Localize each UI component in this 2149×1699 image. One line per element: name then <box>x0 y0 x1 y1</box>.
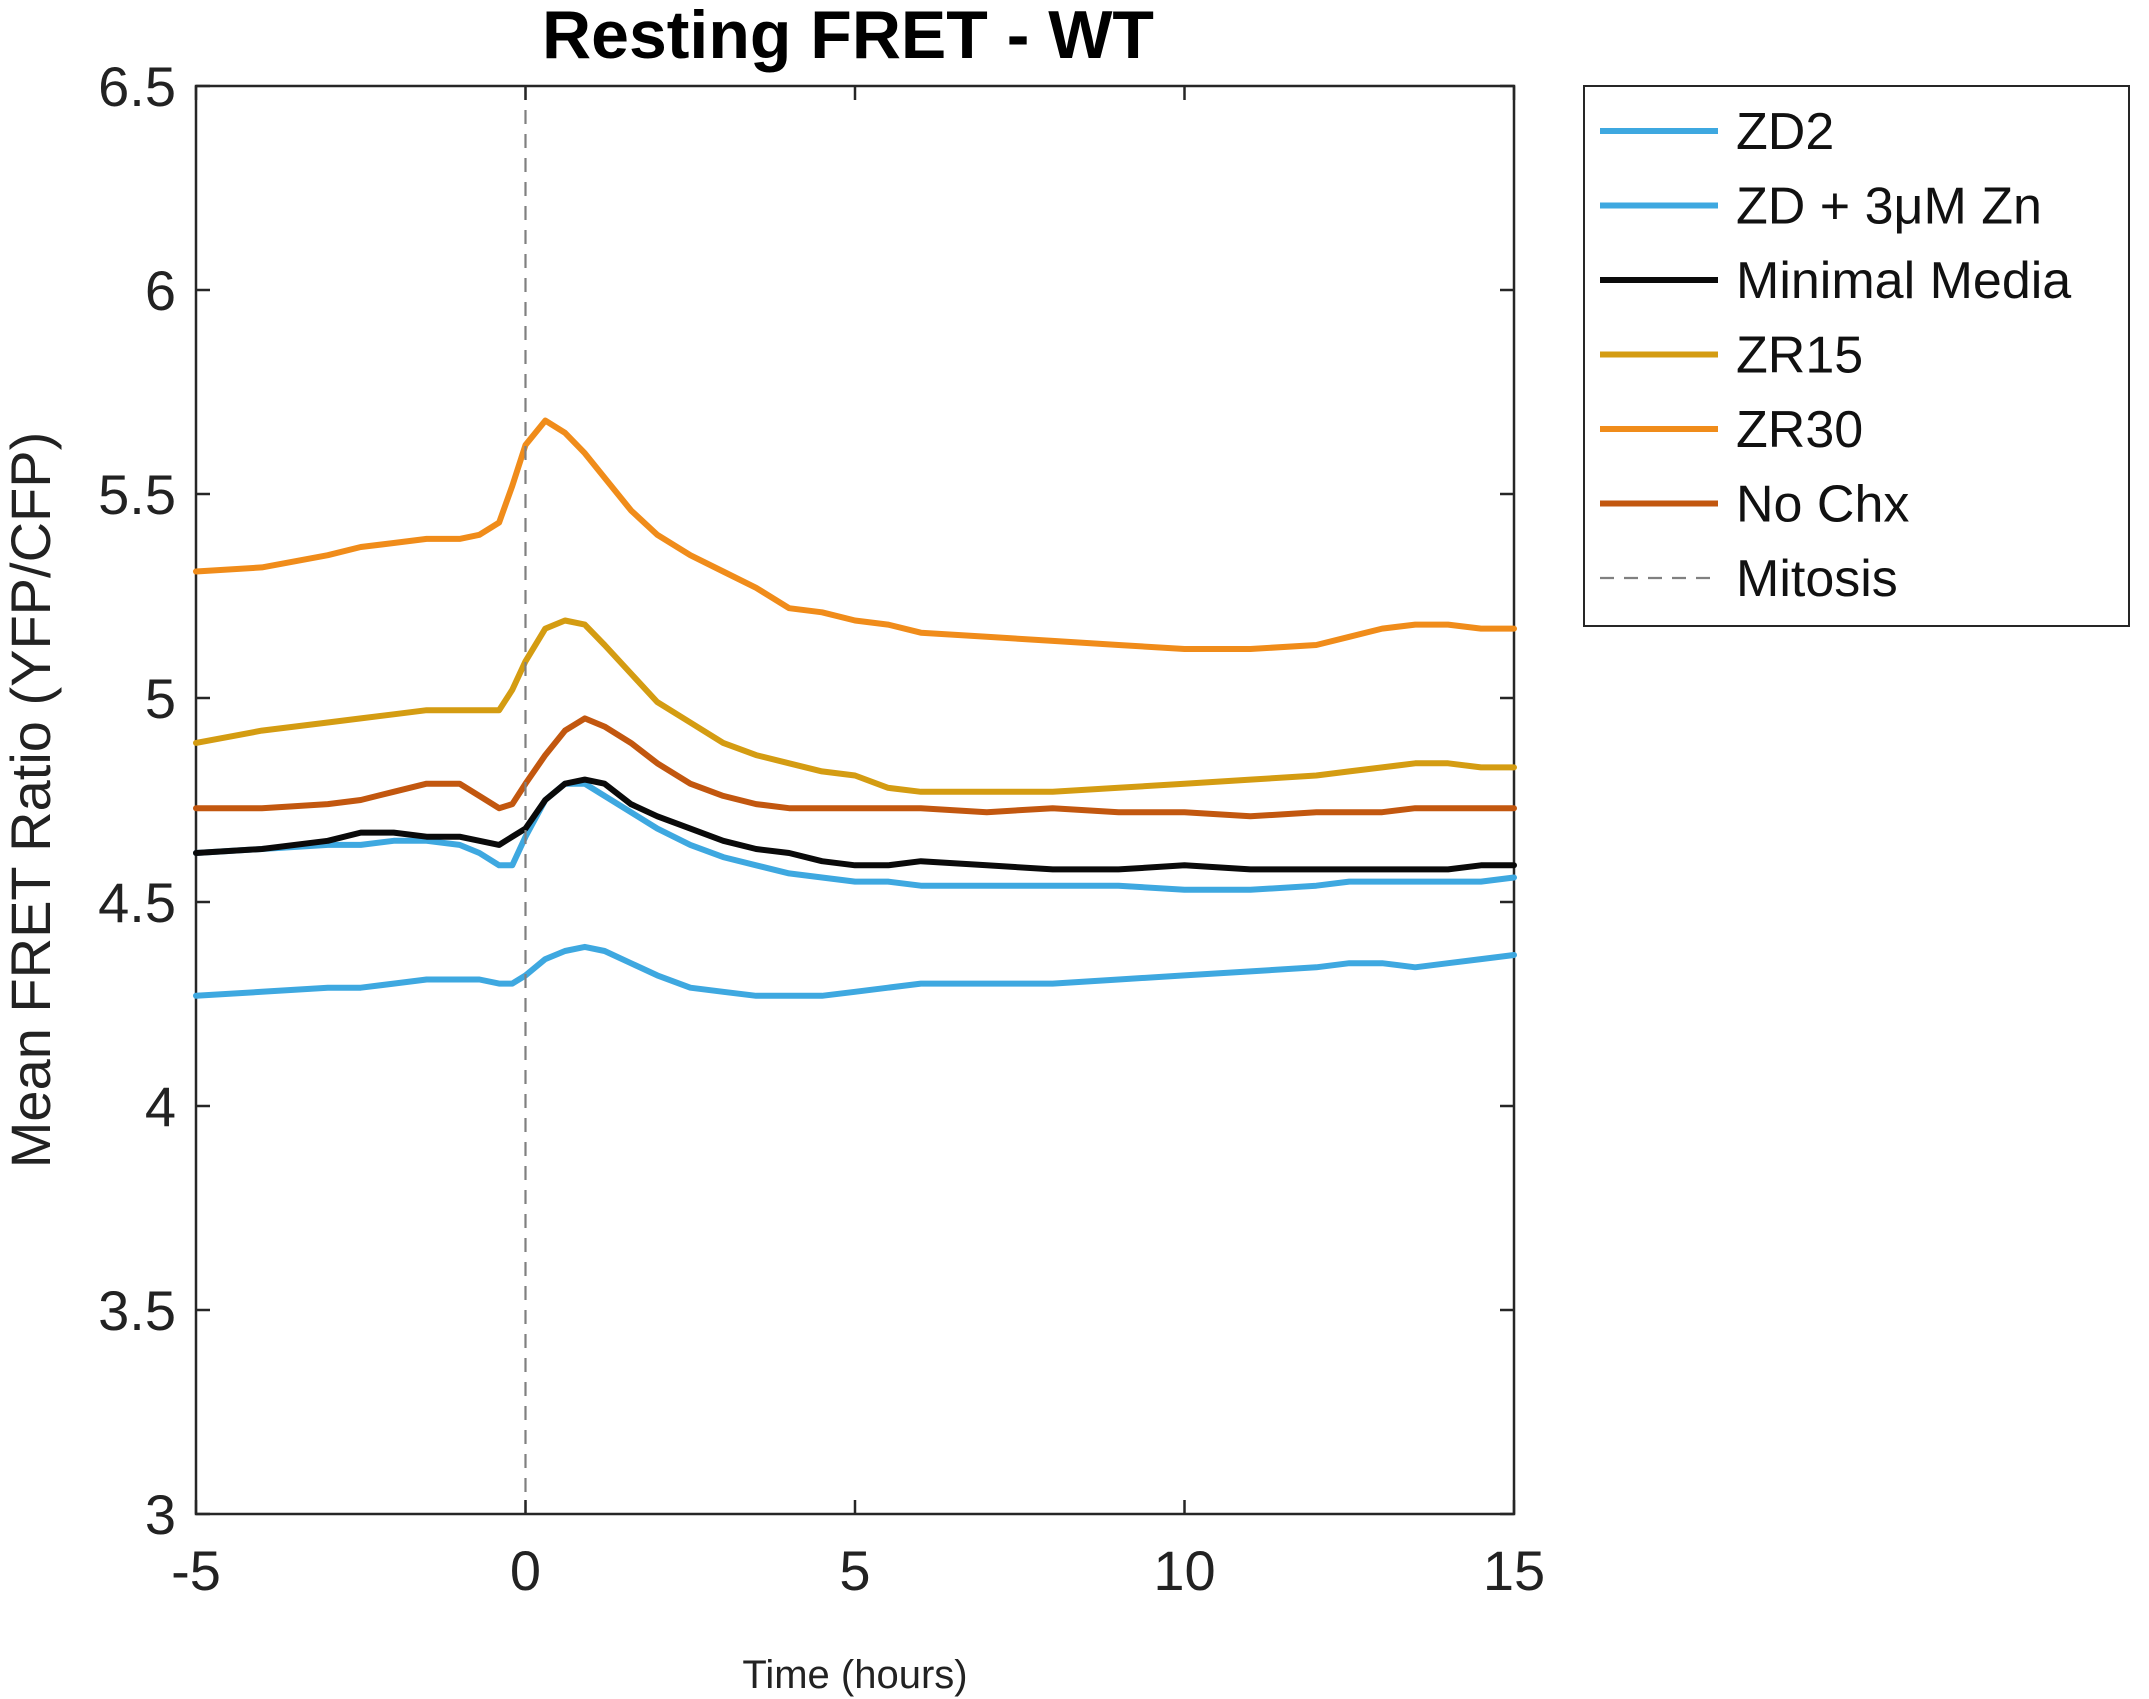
series-line-1 <box>193 943 1517 999</box>
y-tick-label: 5.5 <box>98 463 176 526</box>
x-tick-label: 15 <box>1483 1539 1545 1602</box>
series-line-5 <box>193 417 1517 652</box>
x-axis-label: Time (hours) <box>742 1653 967 1697</box>
series-line-4 <box>193 617 1517 795</box>
legend-label: ZD2 <box>1736 103 1834 161</box>
chart-title: Resting FRET - WT <box>542 0 1154 73</box>
plot-frame <box>194 84 1516 1516</box>
series-layer <box>193 417 1517 999</box>
x-tick-label: 5 <box>839 1539 870 1602</box>
legend-label: Mitosis <box>1736 550 1898 608</box>
legend-label: ZD + 3μM Zn <box>1736 178 2042 236</box>
x-tick-label: 10 <box>1153 1539 1215 1602</box>
y-tick-label: 6 <box>145 259 176 322</box>
y-tick-label: 6.5 <box>98 55 176 118</box>
series-line-3 <box>193 776 1517 873</box>
series-line-2 <box>193 780 1517 893</box>
x-tick-label: -5 <box>171 1539 221 1602</box>
plot-area <box>193 84 1517 1516</box>
legend-items: ZD2 ZD + 3μM Zn Minimal Media ZR15 ZR30 No Ch… <box>1600 103 2071 608</box>
y-tick-label: 5 <box>145 667 176 730</box>
legend-label: ZR30 <box>1736 401 1863 459</box>
y-tick-label: 4 <box>145 1075 176 1138</box>
y-axis-label: Mean FRET Ratio (YFP/CFP) <box>0 432 62 1168</box>
x-tick-label: 0 <box>510 1539 541 1602</box>
x-axis-ticks: -5 0 5 10 15 <box>171 86 1545 1602</box>
y-axis-ticks: 3 3.5 4 4.5 5 5.5 6 6.5 <box>98 55 1514 1546</box>
legend: ZD2 ZD + 3μM Zn Minimal Media ZR15 ZR30 No Ch… <box>1583 85 2130 627</box>
legend-label: No Chx <box>1736 476 1909 534</box>
series-line-6 <box>193 715 1517 820</box>
y-tick-label: 3.5 <box>98 1279 176 1342</box>
legend-label: ZR15 <box>1736 327 1863 385</box>
legend-label: Minimal Media <box>1736 252 2071 310</box>
y-tick-label: 3 <box>145 1483 176 1546</box>
y-tick-label: 4.5 <box>98 871 176 934</box>
